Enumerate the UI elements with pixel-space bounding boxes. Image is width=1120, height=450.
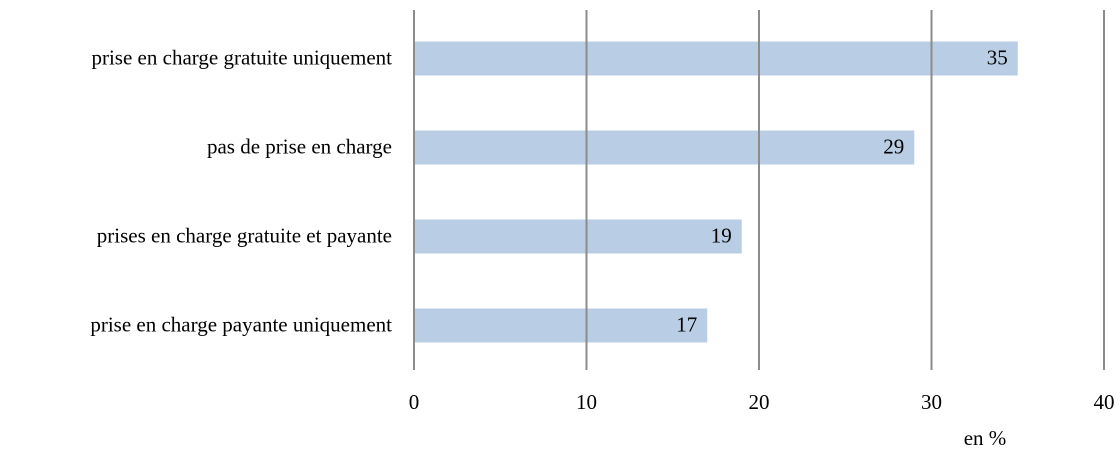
- y-tick-label: pas de prise en charge: [207, 134, 392, 158]
- x-tick-label: 30: [921, 390, 942, 414]
- data-label: 19: [711, 223, 732, 247]
- y-tick-label: prise en charge gratuite uniquement: [91, 45, 392, 69]
- x-tick-label: 40: [1094, 390, 1115, 414]
- data-label: 17: [676, 312, 697, 336]
- y-tick-label: prise en charge payante uniquement: [90, 312, 392, 336]
- bar: [414, 308, 708, 343]
- x-tick-label: 10: [576, 390, 597, 414]
- bar: [414, 130, 915, 165]
- x-tick-label: 0: [409, 390, 420, 414]
- y-tick-label: prises en charge gratuite et payante: [97, 223, 392, 247]
- x-axis-label: en %: [964, 426, 1007, 450]
- data-label: 29: [883, 134, 904, 158]
- x-tick-label: 20: [749, 390, 770, 414]
- data-label: 35: [987, 45, 1008, 69]
- bar: [414, 41, 1018, 76]
- bar: [414, 219, 742, 254]
